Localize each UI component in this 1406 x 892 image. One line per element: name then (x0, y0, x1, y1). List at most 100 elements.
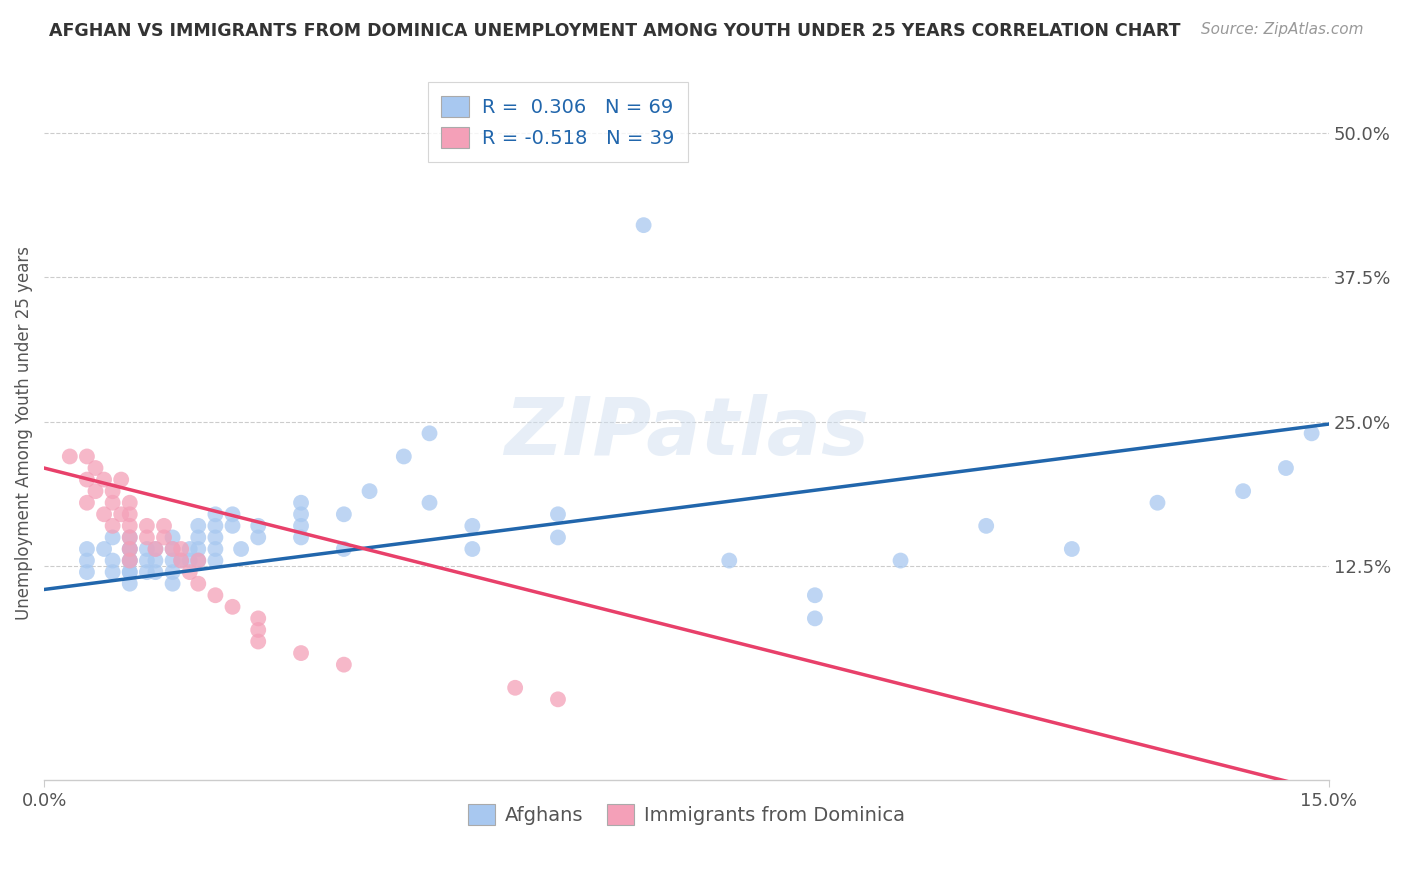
Point (101, 553, 124, 567)
Point (110, 508, 132, 522)
Point (1275, 461, 1298, 475)
Point (153, 519, 176, 533)
Point (162, 541, 184, 556)
Point (187, 530, 209, 544)
Point (59, 450, 82, 464)
Point (118, 541, 141, 556)
Point (93, 508, 115, 522)
Point (118, 530, 141, 544)
Point (170, 553, 193, 567)
Point (221, 519, 243, 533)
Point (974, 519, 997, 533)
Point (547, 508, 569, 522)
Point (418, 496, 440, 510)
Point (1232, 484, 1254, 499)
Point (76, 473, 98, 487)
Point (333, 508, 356, 522)
Point (118, 496, 141, 510)
Point (135, 553, 157, 567)
Y-axis label: Unemployment Among Youth under 25 years: Unemployment Among Youth under 25 years (15, 246, 32, 620)
Point (247, 634, 270, 648)
Point (101, 519, 124, 533)
Point (179, 565, 201, 579)
Point (135, 565, 157, 579)
Point (633, 218, 655, 232)
Point (1301, 426, 1323, 441)
Point (187, 541, 209, 556)
Point (76, 541, 98, 556)
Point (118, 565, 141, 579)
Point (290, 508, 312, 522)
Point (162, 553, 184, 567)
Point (76, 450, 98, 464)
Point (187, 553, 209, 567)
Point (229, 541, 252, 556)
Point (170, 553, 193, 567)
Point (118, 541, 141, 556)
Point (101, 565, 124, 579)
Point (221, 599, 243, 614)
Point (118, 576, 141, 591)
Point (461, 519, 484, 533)
Point (118, 553, 141, 567)
Point (890, 553, 912, 567)
Point (76, 553, 98, 567)
Point (101, 530, 124, 544)
Point (118, 565, 141, 579)
Point (359, 484, 381, 499)
Point (503, 681, 526, 695)
Point (247, 623, 270, 637)
Point (204, 530, 226, 544)
Point (247, 611, 270, 625)
Point (187, 553, 209, 567)
Point (118, 519, 141, 533)
Point (1060, 541, 1083, 556)
Point (153, 530, 176, 544)
Point (290, 496, 312, 510)
Point (135, 541, 157, 556)
Point (84, 461, 107, 475)
Point (418, 426, 440, 441)
Point (333, 657, 356, 672)
Point (76, 496, 98, 510)
Point (187, 519, 209, 533)
Point (84, 484, 107, 499)
Legend: Afghans, Immigrants from Dominica: Afghans, Immigrants from Dominica (460, 797, 912, 833)
Point (118, 541, 141, 556)
Point (118, 553, 141, 567)
Point (145, 565, 167, 579)
Point (204, 541, 226, 556)
Point (93, 541, 115, 556)
Point (247, 530, 270, 544)
Point (1146, 496, 1168, 510)
Point (290, 519, 312, 533)
Point (101, 496, 124, 510)
Point (135, 530, 157, 544)
Point (204, 519, 226, 533)
Point (93, 473, 115, 487)
Point (118, 553, 141, 567)
Point (392, 450, 415, 464)
Point (247, 519, 270, 533)
Point (145, 553, 167, 567)
Point (204, 508, 226, 522)
Point (187, 576, 209, 591)
Point (135, 519, 157, 533)
Point (547, 692, 569, 706)
Point (204, 553, 226, 567)
Point (170, 541, 193, 556)
Point (162, 541, 184, 556)
Point (461, 541, 484, 556)
Point (162, 576, 184, 591)
Point (290, 646, 312, 660)
Point (110, 473, 132, 487)
Point (101, 484, 124, 499)
Point (179, 553, 201, 567)
Point (162, 565, 184, 579)
Point (118, 508, 141, 522)
Point (804, 588, 827, 602)
Point (547, 530, 569, 544)
Point (145, 541, 167, 556)
Point (221, 508, 243, 522)
Point (718, 553, 741, 567)
